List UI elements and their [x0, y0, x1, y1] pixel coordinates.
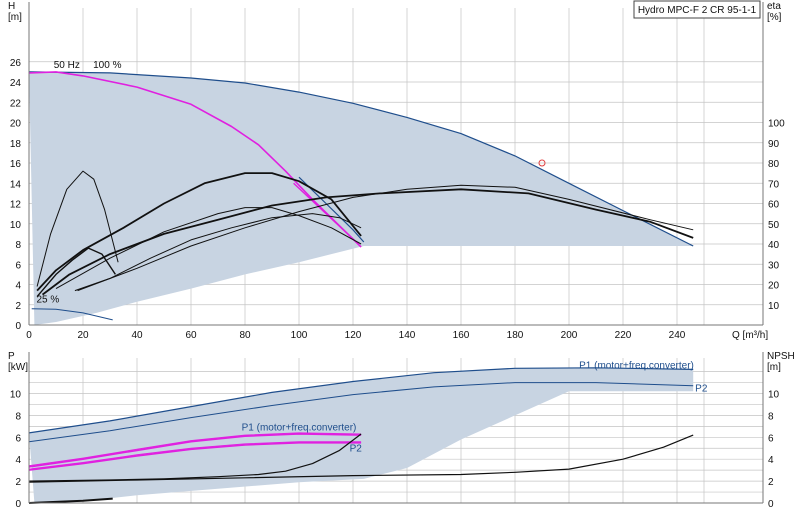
- curve-bottom-6: [28, 441, 362, 470]
- q-tick-label: 220: [615, 330, 632, 341]
- curve-annotation: 25 %: [37, 295, 60, 306]
- curve-top-7: [41, 188, 694, 296]
- npsh-tick-label: 0: [768, 499, 774, 510]
- npsh-axis-label-line-2: [m]: [767, 362, 781, 373]
- curve-top-8: [55, 207, 362, 290]
- q-tick-label: 0: [26, 330, 32, 341]
- q-tick-label: 180: [507, 330, 524, 341]
- curve-top-1: [28, 71, 694, 247]
- q-axis-label: Q [m³/h]: [732, 330, 768, 341]
- curve-top-10: [74, 213, 362, 292]
- operating-envelope-bottom: [29, 367, 694, 503]
- h-tick-label: 14: [10, 179, 22, 190]
- eta-axis-label-line-1: eta: [767, 1, 781, 12]
- npsh-tick-label: 4: [768, 455, 774, 466]
- q-tick-label: 40: [131, 330, 143, 341]
- p-axis-label-line-1: P: [8, 351, 15, 362]
- npsh-axis-label-line-1: NPSH: [767, 351, 795, 362]
- curve-bottom-1: [28, 367, 694, 434]
- npsh-tick-label: 10: [768, 390, 780, 401]
- npsh-tick-label: 2: [768, 477, 774, 488]
- power-curve-label: P1 (motor+freq.converter): [242, 423, 357, 434]
- eta-tick-label: 80: [768, 159, 780, 170]
- q-tick-label: 160: [453, 330, 470, 341]
- npsh-tick-label: 8: [768, 411, 774, 422]
- p-axis-label-line-2: [kW]: [8, 362, 28, 373]
- operating-envelope-top: [29, 71, 694, 326]
- p-tick-label: 4: [15, 455, 21, 466]
- curve-top-11: [36, 170, 119, 287]
- h-axis-label-line-2: [m]: [8, 12, 22, 23]
- p-tick-label: 10: [10, 390, 22, 401]
- curve-top-2: [298, 176, 365, 243]
- h-tick-label: 24: [10, 78, 22, 89]
- q-tick-label: 60: [185, 330, 197, 341]
- h-tick-label: 16: [10, 159, 22, 170]
- p-tick-label: 8: [15, 411, 21, 422]
- curve-annotation: 50 Hz: [54, 60, 80, 71]
- eta-tick-label: 20: [768, 281, 780, 292]
- q-tick-label: 20: [77, 330, 89, 341]
- h-tick-label: 22: [10, 98, 22, 109]
- power-curve-label: P1 (motor+freq.converter): [579, 360, 694, 371]
- h-tick-label: 18: [10, 139, 22, 150]
- curve-annotation: 100 %: [93, 60, 121, 71]
- curve-top-12: [36, 247, 116, 298]
- eta-tick-label: 90: [768, 139, 780, 150]
- eta-tick-label: 40: [768, 240, 780, 251]
- h-tick-label: 10: [10, 220, 22, 231]
- curve-top-3: [31, 308, 113, 321]
- q-tick-label: 100: [291, 330, 308, 341]
- q-tick-label: 200: [561, 330, 578, 341]
- h-tick-label: 20: [10, 119, 22, 130]
- eta-tick-label: 30: [768, 260, 780, 271]
- power-curve-label: P2: [695, 383, 708, 394]
- eta-tick-label: 50: [768, 220, 780, 231]
- q-tick-label: 240: [669, 330, 686, 341]
- eta-tick-label: 10: [768, 301, 780, 312]
- eta-axis-label-line-2: [%]: [767, 12, 782, 23]
- q-tick-label: 140: [399, 330, 416, 341]
- curve-top-9: [77, 184, 694, 292]
- curve-bottom-3: [28, 433, 362, 468]
- title-box: [633, 0, 761, 19]
- p-tick-label: 6: [15, 433, 21, 444]
- h-axis-label-line-1: H: [8, 1, 15, 12]
- head-efficiency-panel: 0246810121416182022242610203040506070809…: [8, 1, 785, 341]
- duty-point-marker: [538, 159, 546, 167]
- npsh-tick-label: 6: [768, 433, 774, 444]
- curve-bottom-4: [28, 442, 362, 471]
- curve-bottom-9: [28, 497, 113, 504]
- curve-bottom-5: [28, 432, 362, 467]
- p-tick-label: 0: [15, 499, 21, 510]
- eta-tick-label: 60: [768, 200, 780, 211]
- curve-top-4: [28, 71, 362, 248]
- q-tick-label: 120: [345, 330, 362, 341]
- h-tick-label: 8: [15, 240, 21, 251]
- h-tick-label: 6: [15, 260, 21, 271]
- q-tick-label: 80: [239, 330, 251, 341]
- h-tick-label: 12: [10, 200, 22, 211]
- h-tick-label: 4: [15, 281, 21, 292]
- curve-top-5: [293, 182, 359, 245]
- curve-top-6: [36, 172, 362, 292]
- h-tick-label: 0: [15, 321, 21, 332]
- eta-tick-label: 100: [768, 119, 785, 130]
- p-tick-label: 2: [15, 477, 21, 488]
- power-curve-label: P2: [350, 444, 363, 455]
- eta-tick-label: 70: [768, 179, 780, 190]
- h-tick-label: 26: [10, 58, 22, 69]
- curve-bottom-2: [28, 382, 694, 443]
- chart-title: Hydro MPC-F 2 CR 95-1-1: [638, 5, 757, 16]
- power-npsh-panel: 0 2 4 6 8 10 0 2 4 6 8 10 P[kW] NPSH[m] P1 (motor+freq…: [8, 351, 795, 510]
- curve-bottom-8: [28, 434, 694, 483]
- h-tick-label: 2: [15, 301, 21, 312]
